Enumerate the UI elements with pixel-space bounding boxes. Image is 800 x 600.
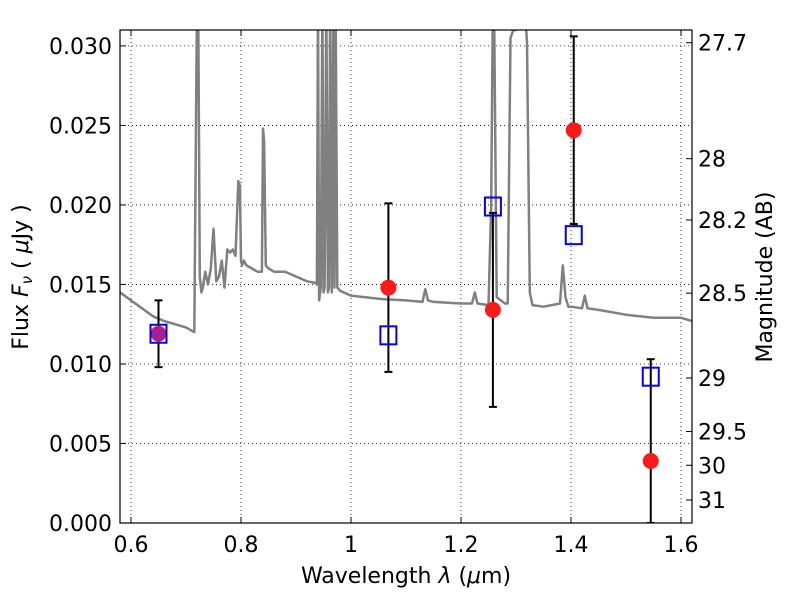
spectrum-layer <box>120 30 692 334</box>
labels-layer: Wavelength λ (μm) Flux Fν ( μJy ) Magnit… <box>9 192 778 589</box>
observed-flux-point <box>642 452 659 469</box>
mag-tick-label: 30 <box>698 454 726 479</box>
y-tick-label: 0.000 <box>49 512 112 537</box>
ticks-layer: 0.6 0.8 1 1.2 1.4 1.6 0.000 0.005 0.010 0.015 0.02… <box>49 30 747 558</box>
mag-tick-label: 29 <box>698 367 726 392</box>
points-layer <box>149 35 660 523</box>
overlap-marker <box>151 326 166 341</box>
model-flux-square <box>379 325 398 346</box>
model-flux-square <box>641 366 660 387</box>
y-axis-label: Flux Fν ( μJy ) <box>9 204 36 349</box>
x-tick-label: 1.2 <box>444 533 479 558</box>
mag-tick-label: 28 <box>698 148 726 173</box>
y2-axis-label: Magnitude (AB) <box>753 192 778 363</box>
mag-tick-label: 28.5 <box>698 282 747 307</box>
observed-flux-point <box>484 301 501 318</box>
y-tick-label: 0.015 <box>49 273 112 298</box>
mag-tick-label: 29.5 <box>698 420 747 445</box>
plot-frame <box>119 29 693 524</box>
x-tick-label: 1 <box>344 533 358 558</box>
y-tick-label: 0.020 <box>49 194 112 219</box>
mag-tick-label: 28.2 <box>698 209 747 234</box>
y-tick-label: 0.025 <box>49 114 112 139</box>
model-flux-square <box>483 196 502 217</box>
x-tick-label: 1.4 <box>554 533 589 558</box>
x-tick-label: 1.6 <box>664 533 699 558</box>
y-tick-label: 0.010 <box>49 353 112 378</box>
y-tick-label: 0.005 <box>49 432 112 457</box>
x-axis-label: Wavelength λ (μm) <box>301 564 511 589</box>
observed-flux-point <box>380 279 397 296</box>
model-flux-square <box>149 323 168 344</box>
y-tick-label: 0.030 <box>49 35 112 60</box>
mag-tick-label: 31 <box>698 489 726 514</box>
model-flux-square <box>564 225 583 246</box>
model-spectrum-line <box>120 30 692 334</box>
mag-tick-label: 27.7 <box>698 32 747 57</box>
x-tick-label: 0.6 <box>114 533 149 558</box>
x-tick-label: 0.8 <box>224 533 259 558</box>
observed-flux-point <box>565 122 582 139</box>
